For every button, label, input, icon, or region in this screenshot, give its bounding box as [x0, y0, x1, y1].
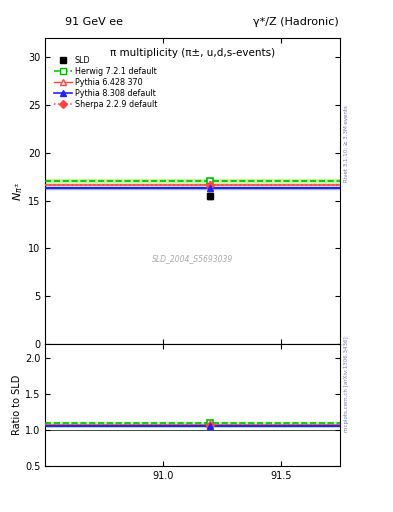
Text: SLD_2004_S5693039: SLD_2004_S5693039: [152, 254, 233, 263]
Y-axis label: Ratio to SLD: Ratio to SLD: [12, 375, 22, 435]
Text: π multiplicity (π±, u,d,s-events): π multiplicity (π±, u,d,s-events): [110, 48, 275, 57]
Y-axis label: $N_{\pi^{\pm}}$: $N_{\pi^{\pm}}$: [11, 181, 25, 201]
Text: Rivet 3.1.10; ≥ 3.3M events: Rivet 3.1.10; ≥ 3.3M events: [344, 105, 349, 182]
Text: γ*/Z (Hadronic): γ*/Z (Hadronic): [253, 16, 339, 27]
Legend: SLD, Herwig 7.2.1 default, Pythia 6.428 370, Pythia 8.308 default, Sherpa 2.2.9 : SLD, Herwig 7.2.1 default, Pythia 6.428 …: [52, 55, 159, 111]
Text: 91 GeV ee: 91 GeV ee: [65, 16, 123, 27]
Text: mcplots.cern.ch [arXiv:1306.3436]: mcplots.cern.ch [arXiv:1306.3436]: [344, 336, 349, 432]
